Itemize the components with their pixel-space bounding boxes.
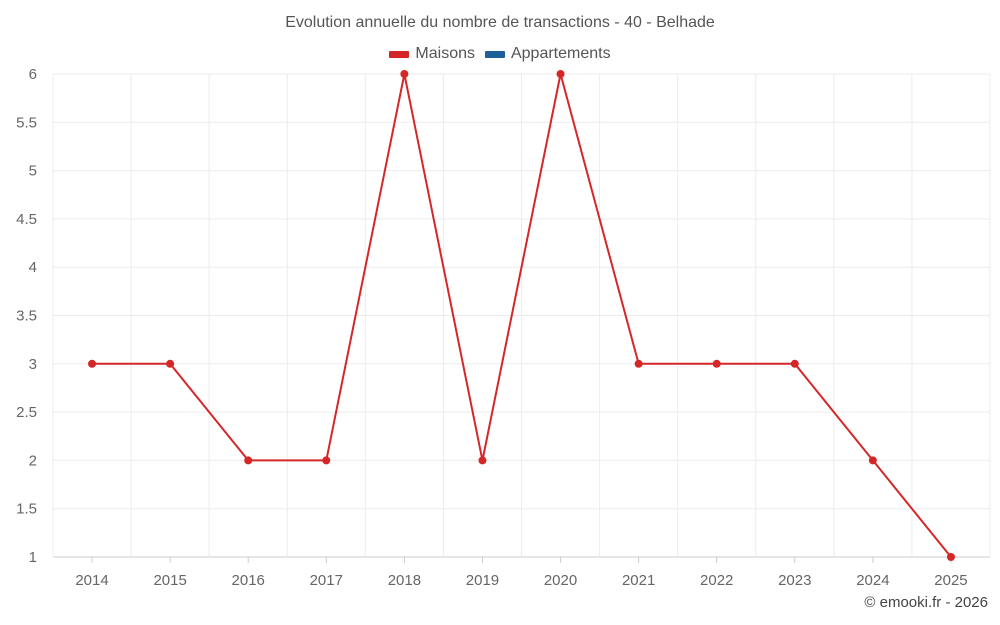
data-point [400,70,409,78]
chart-credit: © emooki.fr - 2026 [864,594,988,611]
data-point [166,359,175,368]
y-tick-label: 6 [29,66,37,83]
x-tick-label: 2020 [544,572,577,589]
legend-label-appartements: Appartements [510,45,611,62]
x-tick-label: 2014 [75,572,108,589]
x-tick-label: 2024 [856,572,889,589]
chart-legend: Maisons Appartements [0,45,1000,63]
data-point [478,456,487,465]
x-tick-label: 2016 [232,572,265,589]
x-tick-label: 2022 [700,572,733,589]
legend-label-maisons: Maisons [415,45,475,62]
data-point [868,456,877,465]
y-tick-label: 2.5 [16,404,37,421]
data-point [322,456,331,465]
y-tick-label: 2 [29,452,37,469]
data-point [634,359,643,368]
data-point [946,553,955,561]
data-point [88,359,97,368]
legend-item-maisons[interactable]: Maisons [389,45,475,63]
legend-swatch-appartements [484,50,505,58]
y-tick-label: 3.5 [16,308,37,325]
data-point [712,359,721,368]
data-point [790,359,799,368]
series-line-maisons [92,73,952,558]
y-tick-label: 4 [29,259,37,276]
x-tick-label: 2017 [310,572,343,589]
y-tick-label: 3 [29,356,37,373]
y-tick-label: 1 [29,549,37,566]
y-tick-label: 5.5 [16,114,37,131]
data-point [244,456,253,465]
x-tick-label: 2023 [778,572,811,589]
chart-title: Evolution annuelle du nombre de transact… [285,14,715,31]
x-tick-label: 2025 [934,572,967,589]
x-tick-label: 2015 [153,572,186,589]
legend-item-appartements[interactable]: Appartements [484,45,611,63]
x-tick-label: 2021 [622,572,655,589]
x-tick-label: 2018 [388,572,421,589]
y-tick-label: 5 [29,163,37,180]
y-tick-label: 4.5 [16,211,37,228]
legend-swatch-maisons [389,50,410,58]
y-tick-label: 1.5 [16,501,37,518]
x-tick-label: 2019 [466,572,499,589]
data-point [556,70,565,78]
